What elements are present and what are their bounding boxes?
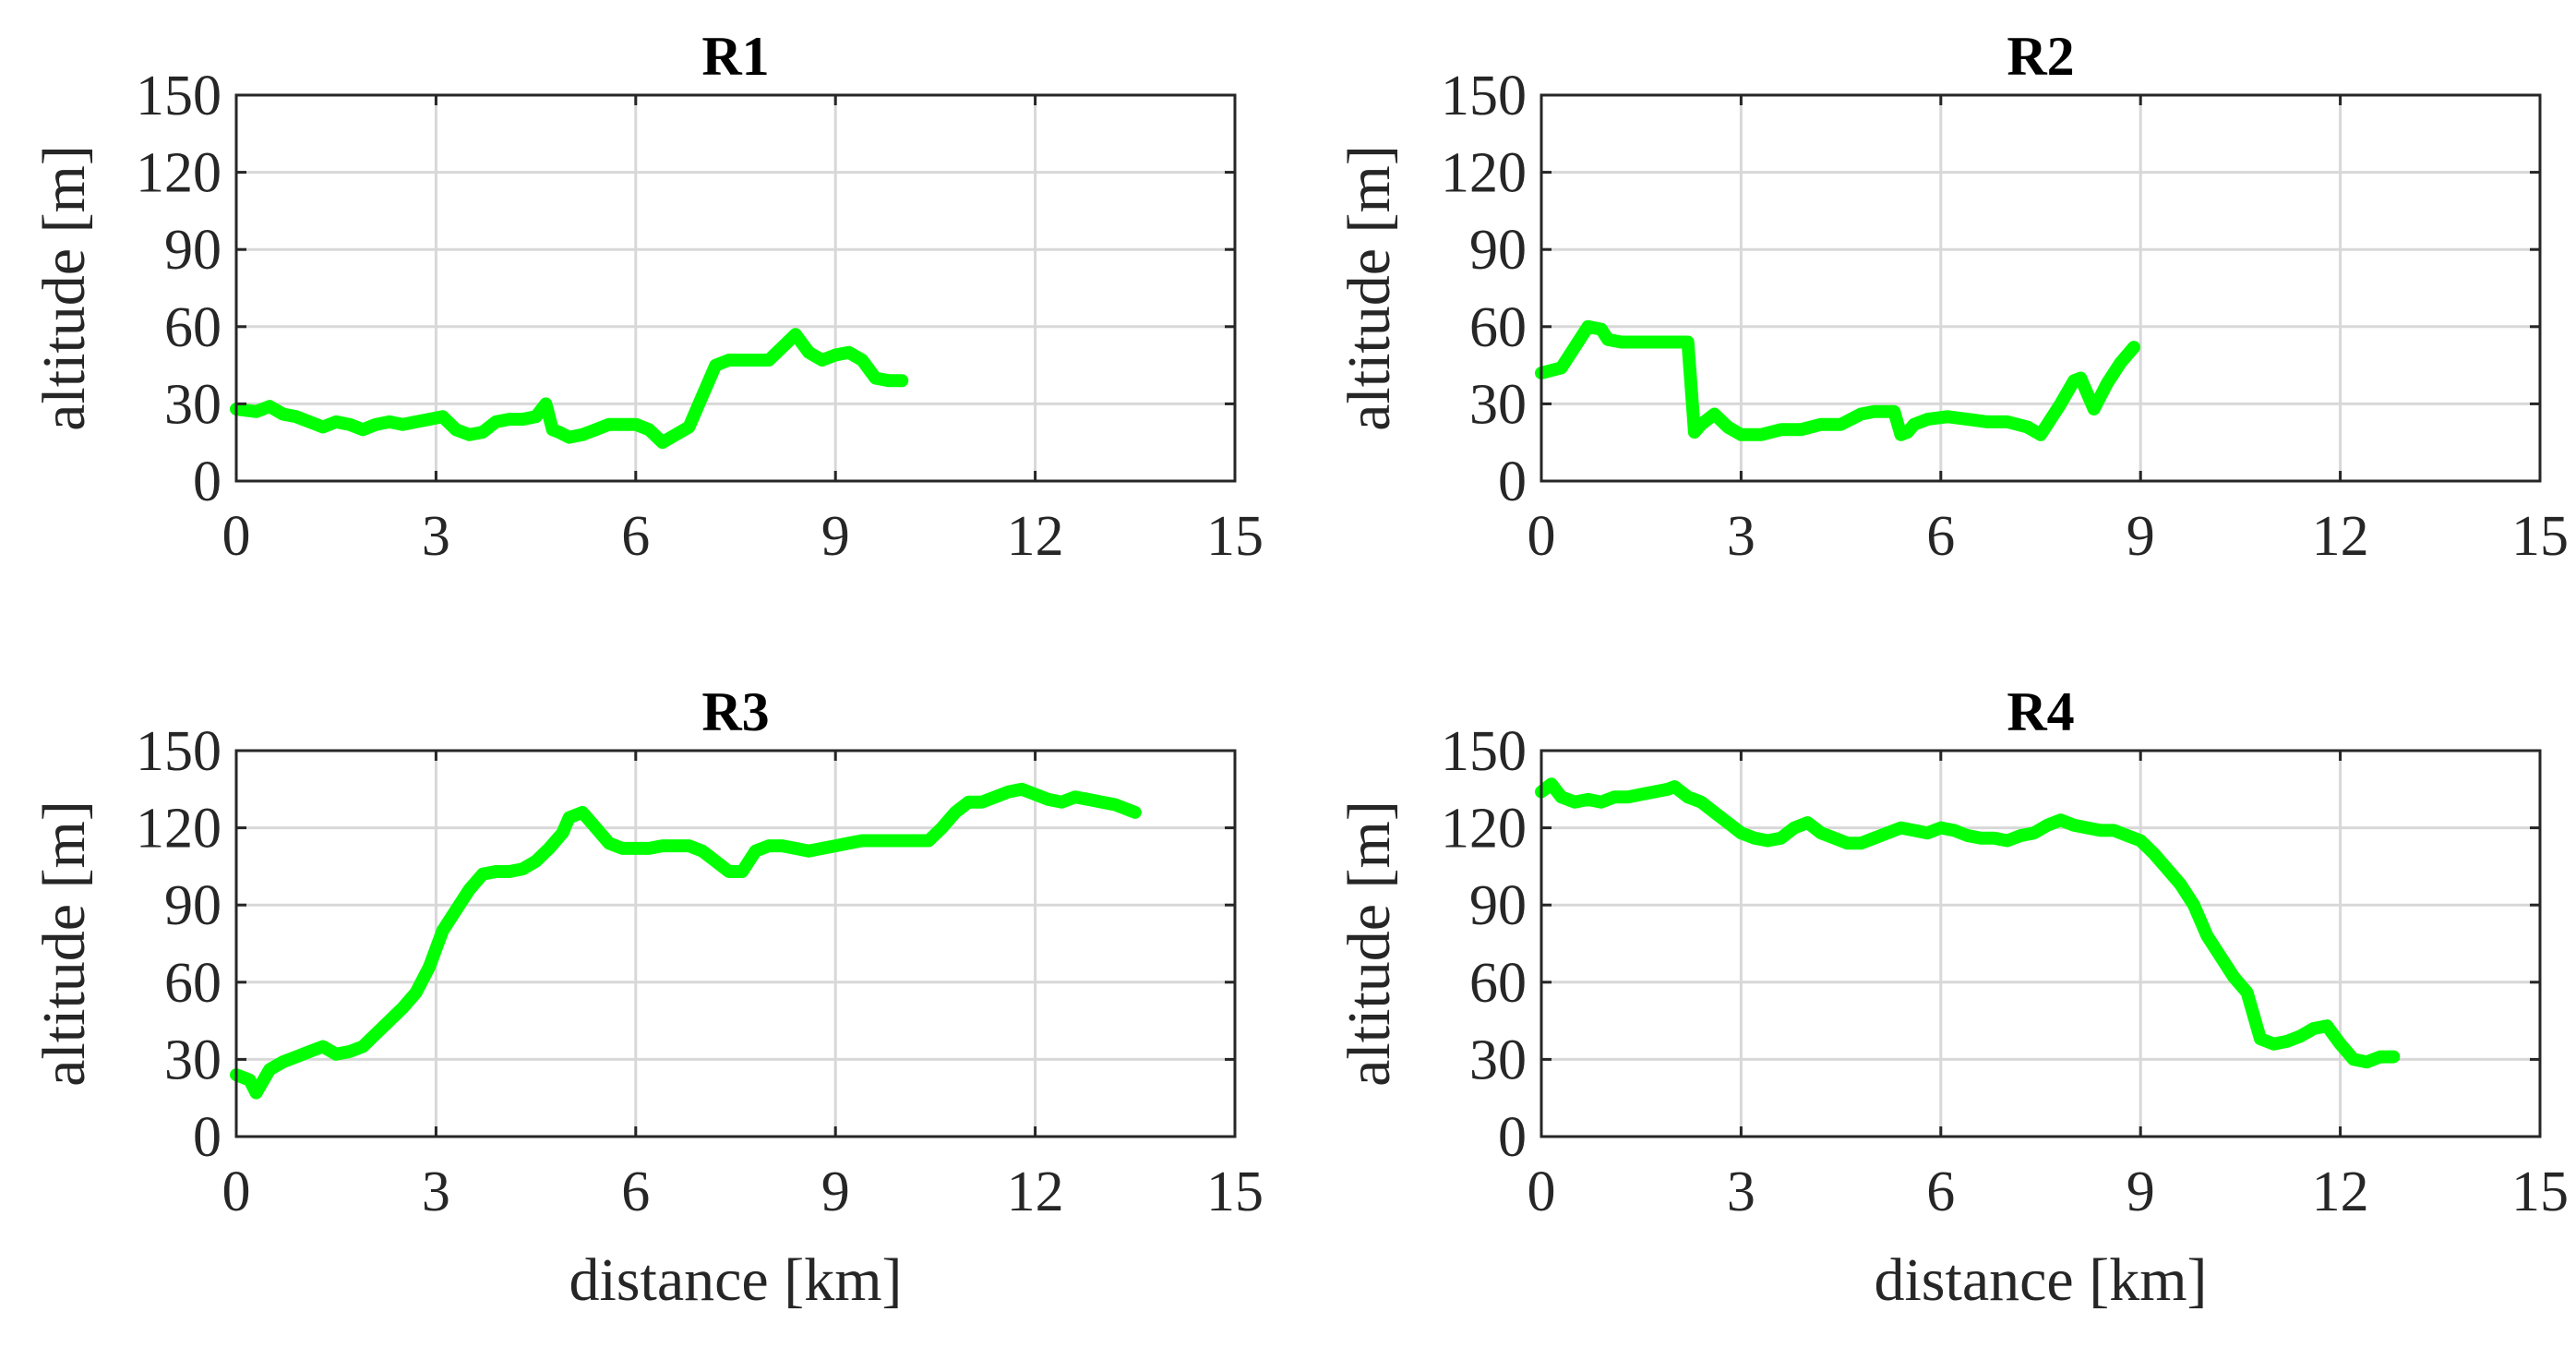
x-tick-label: 6 — [1926, 1161, 1955, 1223]
x-tick-label: 15 — [1206, 1161, 1264, 1223]
plot-area — [236, 751, 1235, 1137]
x-tick-label: 9 — [821, 1161, 850, 1223]
subplot-title: R1 — [701, 26, 769, 87]
x-tick-label: 3 — [422, 505, 450, 568]
y-tick-label: 120 — [1441, 142, 1527, 205]
axes-frame — [1540, 93, 2542, 483]
y-tick-label: 0 — [1498, 451, 1527, 513]
x-tick-label: 12 — [2312, 505, 2369, 568]
x-tick-label: 3 — [1727, 1161, 1755, 1223]
axes-frame — [234, 93, 1237, 483]
x-tick-label: 0 — [1528, 505, 1556, 568]
x-tick-label: 9 — [2127, 1161, 2155, 1223]
series-line-r1 — [230, 328, 909, 450]
x-tick-label: 9 — [821, 505, 850, 568]
x-tick-label: 12 — [1007, 505, 1064, 568]
y-tick-label: 150 — [1441, 720, 1527, 783]
y-tick-label: 0 — [193, 451, 222, 513]
x-tick-label: 12 — [2312, 1161, 2369, 1223]
y-tick-label: 30 — [1469, 373, 1527, 436]
y-tick-label: 60 — [164, 296, 222, 359]
plot-area — [236, 95, 1235, 481]
subplot-title: R3 — [701, 681, 769, 742]
x-tick-label: 6 — [621, 505, 650, 568]
x-tick-label: 15 — [2511, 1161, 2569, 1223]
series-line-r3 — [230, 782, 1142, 1100]
x-tick-label: 6 — [1926, 505, 1955, 568]
x-axis-label: distance [km] — [1874, 1246, 2207, 1314]
y-tick-label: 0 — [1498, 1106, 1527, 1169]
y-tick-label: 120 — [136, 142, 222, 205]
y-tick-label: 90 — [1469, 219, 1527, 282]
y-tick-label: 150 — [1441, 65, 1527, 127]
subplot-title: R4 — [2007, 681, 2074, 742]
subplot-title: R2 — [2007, 26, 2074, 87]
x-tick-label: 3 — [422, 1161, 450, 1223]
series-line-r2 — [1535, 319, 2140, 441]
x-tick-label: 0 — [222, 505, 251, 568]
y-tick-label: 60 — [1469, 952, 1527, 1015]
y-tick-label: 120 — [1441, 798, 1527, 861]
axes-frame — [234, 749, 1237, 1138]
x-tick-label: 0 — [1528, 1161, 1556, 1223]
x-tick-label: 15 — [2511, 505, 2569, 568]
axes-frame — [1540, 749, 2542, 1138]
y-axis-label: altitude [m] — [1336, 145, 1403, 431]
y-tick-label: 60 — [1469, 296, 1527, 359]
y-tick-label: 90 — [164, 874, 222, 937]
y-tick-label: 30 — [1469, 1029, 1527, 1091]
y-tick-label: 0 — [193, 1106, 222, 1169]
y-tick-label: 90 — [164, 219, 222, 282]
x-tick-label: 6 — [621, 1161, 650, 1223]
y-tick-label: 30 — [164, 373, 222, 436]
x-tick-label: 9 — [2127, 505, 2155, 568]
series-line-r4 — [1535, 777, 2401, 1069]
y-axis-label: altitude [m] — [30, 800, 98, 1087]
x-tick-label: 0 — [222, 1161, 251, 1223]
y-tick-label: 30 — [164, 1029, 222, 1091]
x-axis-label: distance [km] — [569, 1246, 902, 1314]
y-tick-label: 90 — [1469, 874, 1527, 937]
y-tick-label: 60 — [164, 952, 222, 1015]
x-tick-label: 15 — [1206, 505, 1264, 568]
y-tick-label: 150 — [136, 720, 222, 783]
x-tick-label: 12 — [1007, 1161, 1064, 1223]
y-axis-label: altitude [m] — [1336, 800, 1403, 1087]
y-axis-label: altitude [m] — [30, 145, 98, 431]
plot-area — [1541, 751, 2540, 1137]
y-tick-label: 150 — [136, 65, 222, 127]
x-tick-label: 3 — [1727, 505, 1755, 568]
y-tick-label: 120 — [136, 798, 222, 861]
